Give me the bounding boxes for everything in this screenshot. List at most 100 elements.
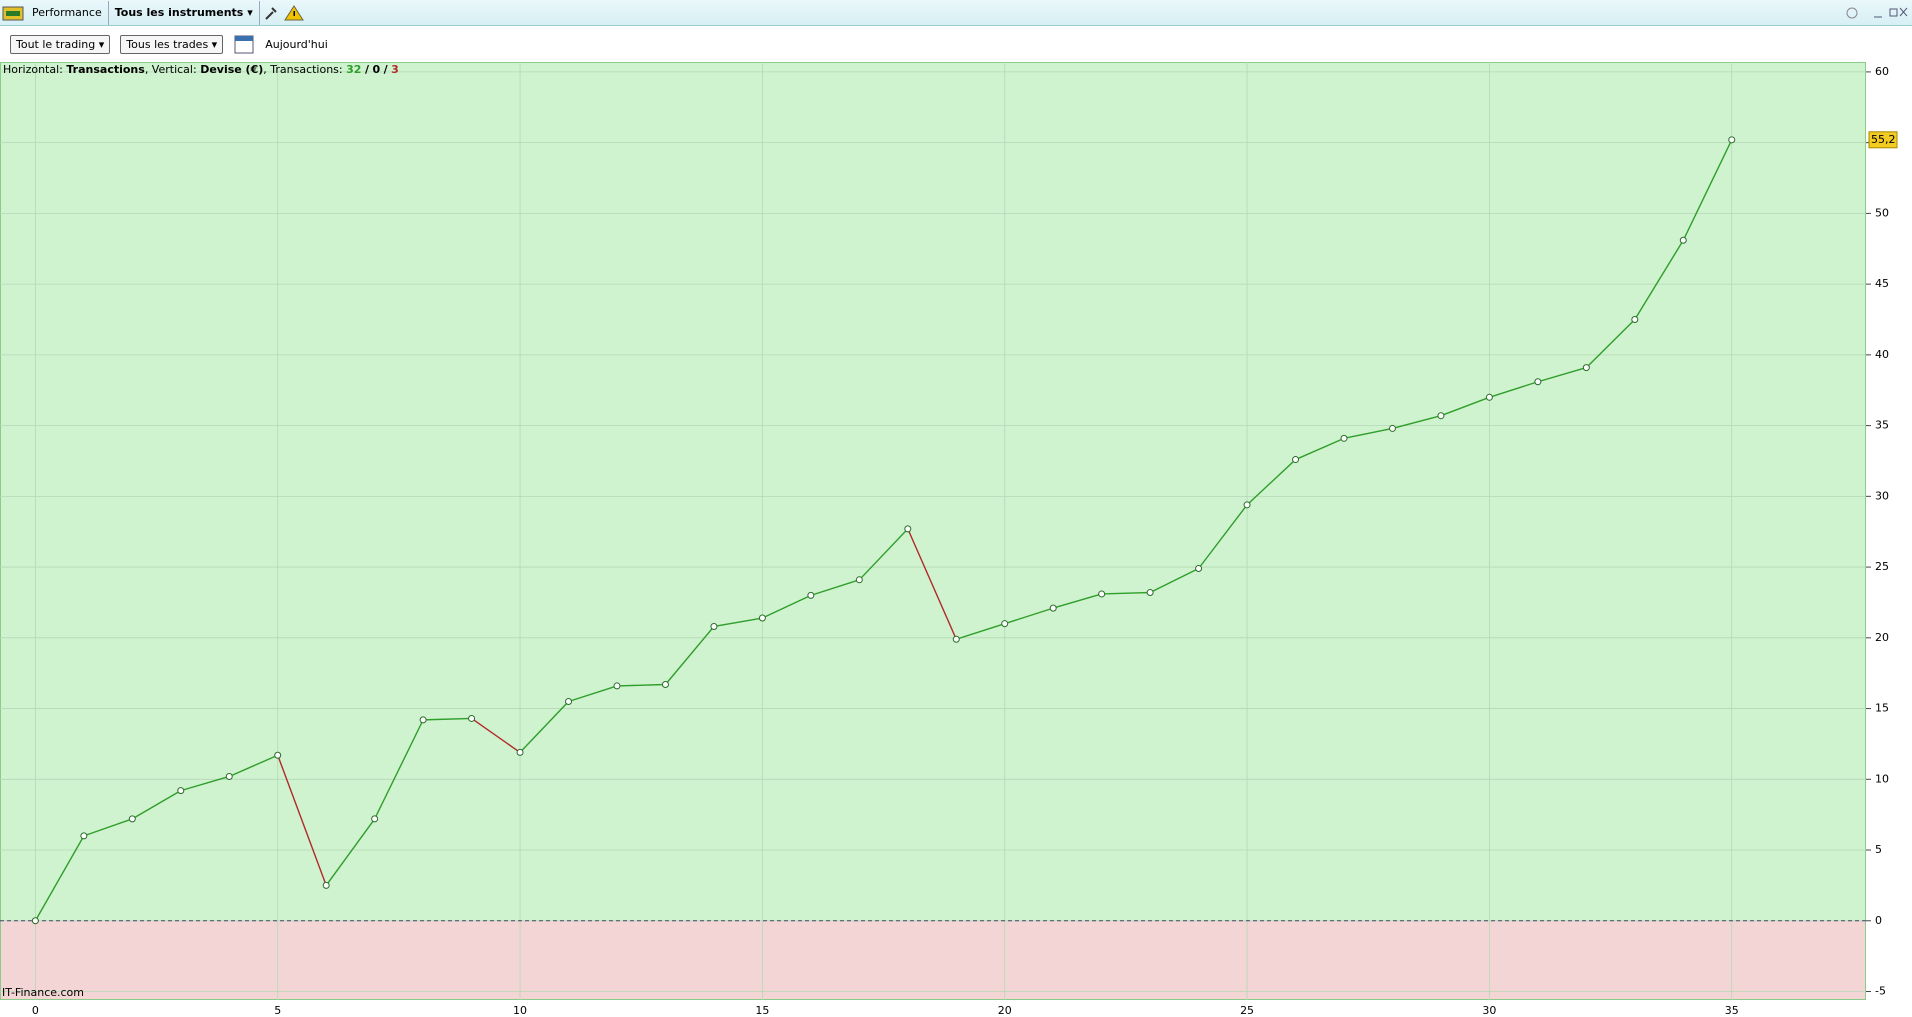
point (613, 682, 621, 690)
info-text: , Transactions: (263, 63, 342, 76)
info-text: Devise (€) (200, 63, 263, 76)
info-text: / (365, 63, 370, 76)
line-segment (1246, 459, 1297, 506)
value-label: 55,2 (1871, 133, 1896, 146)
point (952, 635, 960, 643)
line-segment (1101, 591, 1151, 595)
x-tick-label: 0 (32, 1004, 39, 1017)
value-label-box (1868, 131, 1898, 149)
info-line: Horizontal: Transactions, Vertical: Devi… (3, 63, 399, 76)
point (1631, 315, 1639, 323)
positive-zone (0, 62, 1866, 921)
point (1534, 378, 1542, 386)
x-tick-label: 35 (1725, 1004, 1739, 1017)
line-segment (616, 683, 666, 687)
point (31, 917, 39, 925)
date-label: Aujourd'hui (265, 37, 328, 51)
point (1195, 564, 1203, 572)
x-tick-label: 20 (998, 1004, 1012, 1017)
line-segment (568, 685, 618, 703)
window-controls[interactable] (1842, 3, 1912, 23)
line-segment (664, 626, 715, 685)
point (1292, 456, 1300, 464)
point (419, 716, 427, 724)
trades-dropdown[interactable]: Tous les trades (120, 34, 224, 54)
y-tick-label: -5 (1875, 985, 1886, 998)
point (1049, 604, 1057, 612)
point (1146, 589, 1154, 597)
line-segment (1343, 427, 1393, 440)
y-tick-label: 5 (1875, 843, 1882, 856)
point (1437, 412, 1445, 420)
line-segment (858, 528, 909, 581)
y-tick-label: 50 (1875, 206, 1889, 219)
y-tick-label: 60 (1875, 65, 1889, 78)
point (1485, 393, 1493, 401)
y-tick-label: 30 (1875, 489, 1889, 502)
x-tick-label: 10 (513, 1004, 527, 1017)
demo-icon (2, 6, 24, 20)
line-segment (374, 719, 424, 820)
line-segment (471, 717, 521, 753)
even: 0 (372, 63, 380, 76)
line-segment (131, 790, 182, 820)
chart: Horizontal: Transactions, Vertical: Devi… (0, 62, 1898, 1017)
plot-border (0, 62, 1866, 1000)
point (274, 751, 282, 759)
y-tick-label: 40 (1875, 348, 1889, 361)
line-segment (956, 623, 1005, 640)
point (758, 614, 766, 622)
line-segment (228, 754, 278, 778)
line-segment (713, 617, 763, 628)
info-text: / (384, 63, 389, 76)
losses: 3 (391, 63, 399, 76)
point (1001, 620, 1009, 628)
tool-icons (265, 4, 304, 20)
point (80, 832, 88, 840)
y-tick-label: 20 (1875, 631, 1889, 644)
y-tick-label: 25 (1875, 560, 1889, 573)
point (710, 622, 718, 630)
point (565, 697, 573, 705)
y-tick-label: 0 (1875, 914, 1882, 927)
line-segment (1682, 139, 1733, 241)
line-segment (1537, 366, 1587, 383)
point (1388, 424, 1396, 432)
x-tick-label: 25 (1240, 1004, 1254, 1017)
line-segment (1634, 239, 1684, 320)
line-segment (1053, 593, 1102, 609)
line-segment (907, 528, 957, 640)
line-segment (762, 594, 812, 619)
line-segment (277, 754, 327, 886)
line-segment (1004, 607, 1054, 625)
wins: 32 (346, 63, 361, 76)
info-text: Horizontal: (3, 63, 63, 76)
y-tick-label: 10 (1875, 772, 1889, 785)
point (177, 787, 185, 795)
point (1679, 236, 1687, 244)
info-text: , Vertical: (145, 63, 197, 76)
x-tick-label: 30 (1482, 1004, 1496, 1017)
point (855, 576, 863, 584)
title: Performance (32, 6, 102, 19)
line-segment (83, 818, 133, 837)
point (1340, 434, 1348, 442)
line-segment (34, 835, 85, 922)
point (904, 525, 912, 533)
y-tick-label: 45 (1875, 277, 1889, 290)
point (1728, 136, 1736, 144)
trading-dropdown[interactable]: Tout le trading (10, 34, 111, 54)
instruments-dropdown[interactable]: Tous les instruments (109, 6, 259, 19)
y-tick-label: 35 (1875, 419, 1889, 432)
point (225, 772, 233, 780)
x-tick-label: 5 (274, 1004, 281, 1017)
calendar-icon[interactable] (233, 33, 255, 55)
line-segment (1198, 504, 1248, 569)
point (1582, 364, 1590, 372)
line-segment (325, 818, 376, 886)
point (371, 815, 379, 823)
line-segment (1392, 415, 1442, 430)
point (661, 681, 669, 689)
filter-bar: Tout le trading Tous les trades Aujourd'… (0, 26, 1912, 62)
